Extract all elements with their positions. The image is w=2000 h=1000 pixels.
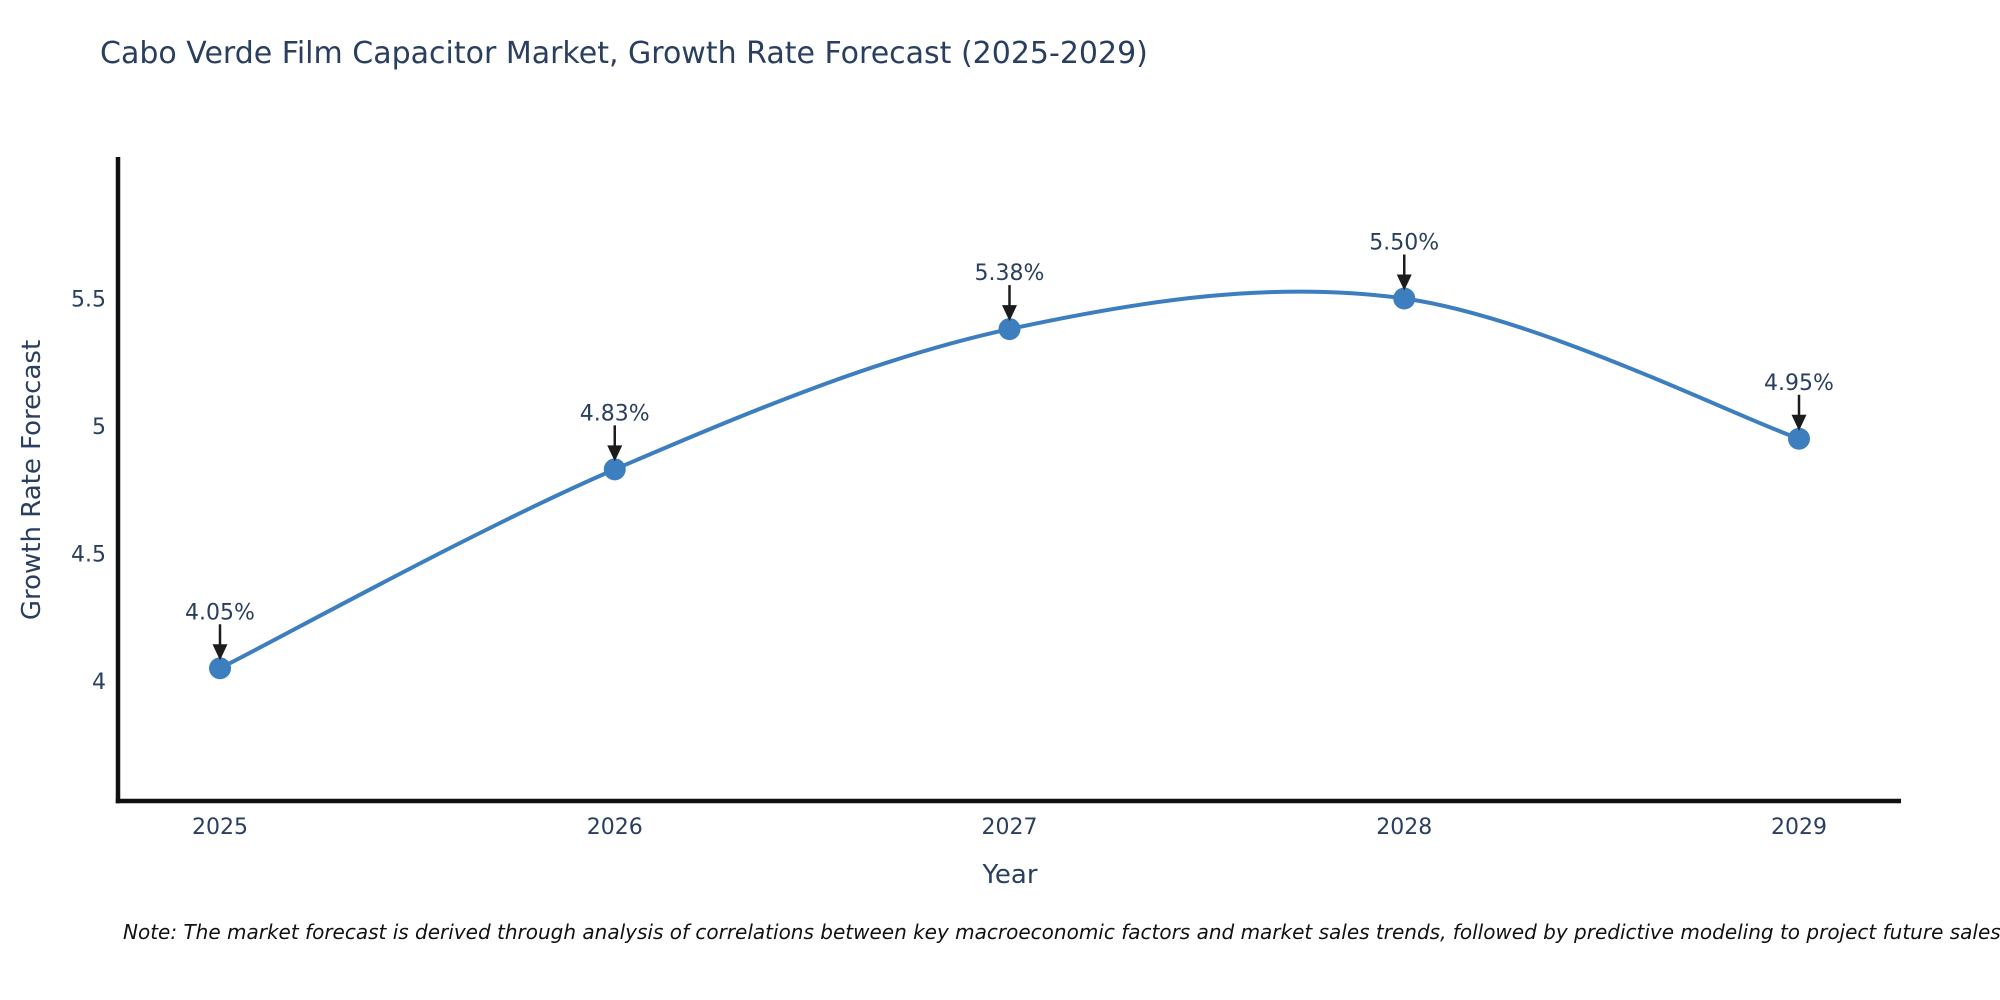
- y-axis-spine: [115, 157, 121, 804]
- annotation-arrow-head: [1791, 414, 1807, 431]
- data-point-marker: [1788, 427, 1810, 450]
- annotation-arrow-head: [607, 445, 623, 462]
- x-tick-label: 2028: [1376, 815, 1432, 840]
- x-tick-label: 2027: [982, 815, 1038, 840]
- y-tick-label: 4: [92, 670, 106, 695]
- forecast-line: [218, 289, 1801, 671]
- data-point-label: 5.38%: [975, 261, 1045, 286]
- annotation-arrow-head: [1396, 274, 1412, 291]
- x-tick-label: 2025: [192, 815, 248, 840]
- y-tick-label: 5.5: [71, 288, 106, 313]
- data-point-label: 4.83%: [580, 401, 650, 426]
- x-axis-title: Year: [982, 860, 1038, 890]
- plot-area: 4 4.5 5 5.5 2025 2026 2027 2028 2029 4.05% 4.83% 5.…: [71, 157, 1901, 840]
- chart-title: Cabo Verde Film Capacitor Market, Growth…: [100, 36, 1148, 71]
- footnote: Note: The market forecast is derived thr…: [123, 920, 2000, 944]
- data-point-label: 4.95%: [1764, 371, 1834, 396]
- x-tick-label: 2026: [587, 815, 643, 840]
- annotation-arrow-head: [212, 644, 228, 661]
- data-point-marker: [998, 318, 1021, 341]
- data-point-marker: [1393, 287, 1416, 310]
- annotation-arrow-head: [1002, 305, 1017, 322]
- x-tick-label: 2029: [1771, 815, 1827, 840]
- data-point-label: 5.50%: [1369, 231, 1439, 256]
- y-axis-title: Growth Rate Forecast: [17, 340, 47, 620]
- x-axis-spine: [115, 798, 1901, 804]
- data-point-label: 4.05%: [185, 600, 255, 625]
- data-point-marker: [603, 458, 626, 481]
- data-point-marker: [209, 657, 231, 680]
- y-tick-label: 5: [92, 415, 106, 440]
- y-tick-label: 4.5: [71, 543, 106, 568]
